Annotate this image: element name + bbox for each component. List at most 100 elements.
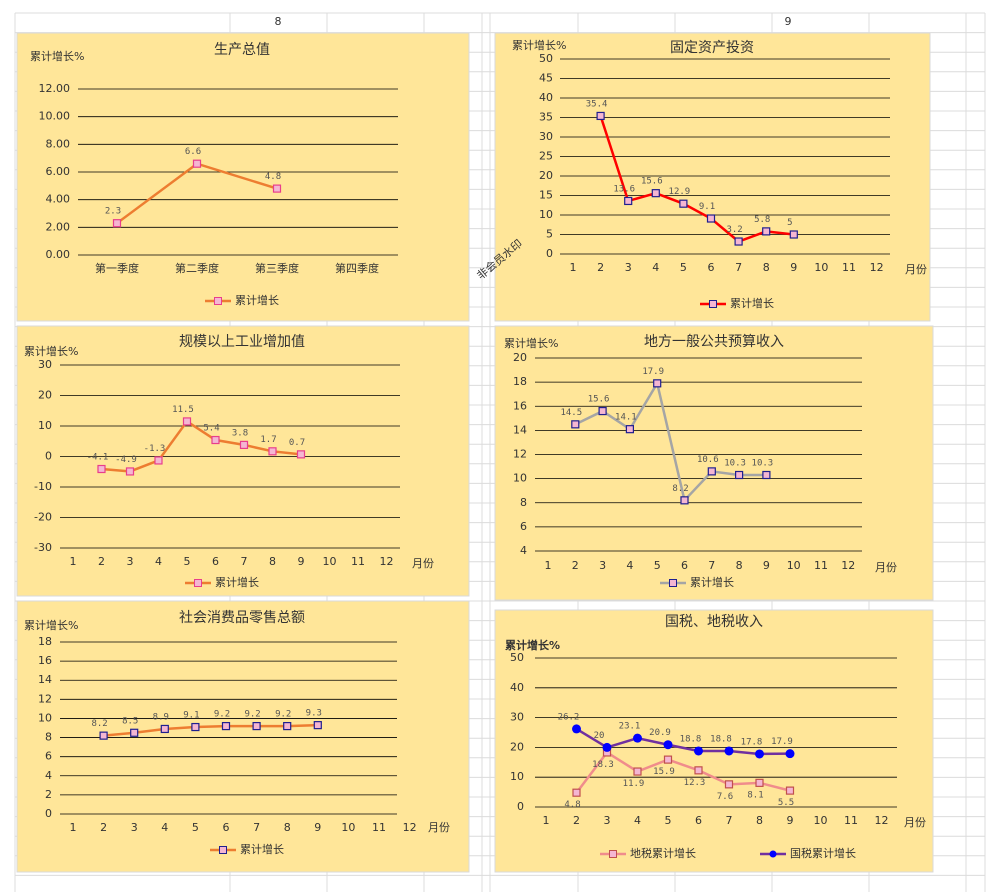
data-label: 17.8: [741, 737, 763, 747]
data-point: [112, 219, 122, 228]
data-label: 18.8: [680, 734, 702, 744]
x-tick-label: 3: [127, 555, 134, 568]
chart-area: [494, 32, 931, 322]
data-point: [706, 214, 716, 223]
chart-title: 地方一般公共预算收入: [644, 334, 784, 350]
x-tick-label: 12: [380, 555, 394, 568]
y-tick-label: 12.00: [39, 82, 71, 95]
x-tick-label: 第二季度: [175, 261, 219, 275]
x-axis-label: 月份: [904, 816, 926, 829]
y-tick-label: 14: [38, 673, 52, 686]
data-label: -4.9: [115, 455, 137, 465]
y-tick-label: 18: [513, 375, 527, 388]
data-label: 10.3: [752, 459, 774, 469]
data-label: 9.3: [306, 709, 322, 719]
data-label: 12.3: [684, 778, 706, 788]
legend-marker: [709, 300, 717, 308]
chart-title: 规模以上工业增加值: [179, 334, 305, 350]
x-tick-label: 3: [625, 261, 632, 274]
chart-title: 生产总值: [214, 42, 270, 58]
x-tick-label: 第四季度: [335, 261, 379, 275]
x-axis-label: 月份: [875, 561, 897, 574]
x-tick-label: 2: [100, 821, 107, 834]
data-label: 26.2: [558, 712, 580, 722]
x-tick-label: 12: [875, 814, 889, 827]
data-point: [571, 420, 580, 429]
y-tick-label: 6.00: [46, 165, 71, 178]
x-tick-label: 3: [599, 559, 606, 572]
y-tick-label: 5: [546, 228, 553, 241]
x-tick-label: 7: [253, 821, 260, 834]
data-point: [192, 159, 202, 168]
y-tick-label: 2: [45, 788, 52, 801]
data-point: [154, 456, 163, 465]
x-axis-label: 月份: [412, 557, 434, 570]
data-label: 6.6: [185, 147, 201, 157]
data-point: [633, 733, 642, 743]
y-tick-label: 16: [38, 654, 52, 667]
legend-label: 累计增长: [730, 296, 774, 310]
data-label: 23.1: [619, 722, 641, 732]
legend-marker: [214, 297, 222, 305]
y-tick-label: -30: [34, 541, 52, 554]
data-point: [785, 749, 795, 759]
x-tick-label: 5: [654, 559, 661, 572]
x-tick-label: 5: [680, 261, 687, 274]
y-axis-label: 累计增长%: [24, 344, 78, 358]
y-tick-label: 15: [539, 189, 553, 202]
x-tick-label: 11: [844, 814, 858, 827]
x-tick-label: 7: [241, 555, 248, 568]
data-label: 12.9: [669, 187, 691, 197]
x-tick-label: 9: [314, 821, 321, 834]
x-tick-label: 12: [403, 821, 417, 834]
y-tick-label: 2.00: [46, 220, 71, 233]
data-label: 11.9: [623, 779, 645, 789]
y-tick-label: 50: [510, 651, 524, 664]
y-tick-label: 30: [539, 130, 553, 143]
x-tick-label: 9: [787, 814, 794, 827]
legend-label: 累计增长: [235, 293, 279, 307]
x-tick-label: 10: [323, 555, 337, 568]
data-label: 4.8: [564, 800, 580, 810]
data-label: 8.2: [672, 484, 688, 494]
data-point: [182, 417, 192, 426]
legend-label: 累计增长: [240, 842, 284, 856]
data-point: [572, 724, 581, 734]
y-tick-label: 6: [520, 520, 527, 533]
data-point: [679, 199, 688, 208]
x-tick-label: 11: [372, 821, 386, 834]
data-point: [625, 425, 635, 434]
data-point: [785, 786, 795, 795]
y-tick-label: 10: [513, 472, 527, 485]
y-tick-label: 10.00: [39, 110, 71, 123]
x-tick-label: 4: [155, 555, 162, 568]
x-tick-label: 10: [814, 261, 828, 274]
x-tick-label: 8: [763, 261, 770, 274]
data-point: [268, 447, 277, 456]
data-point: [272, 184, 282, 193]
y-tick-label: 40: [510, 681, 524, 694]
data-label: 35.4: [586, 99, 608, 109]
x-tick-label: 3: [604, 814, 611, 827]
data-label: 9.2: [275, 710, 291, 720]
data-label: 5.8: [754, 215, 770, 225]
x-tick-label: 8: [736, 559, 743, 572]
data-label: 7.6: [717, 792, 733, 802]
data-label: 18.3: [592, 760, 614, 770]
x-tick-label: 第一季度: [95, 261, 139, 275]
data-point: [653, 379, 662, 388]
data-point: [707, 467, 716, 476]
y-axis-label: 累计增长%: [505, 638, 560, 652]
x-tick-label: 4: [652, 261, 659, 274]
y-tick-label: 20: [513, 351, 527, 364]
y-tick-label: 30: [38, 358, 52, 371]
y-tick-label: 18: [38, 635, 52, 648]
data-label: 8.1: [747, 790, 763, 800]
x-tick-label: 2: [572, 559, 579, 572]
data-point: [239, 440, 249, 450]
data-point: [651, 189, 660, 198]
x-tick-label: 5: [192, 821, 199, 834]
data-point: [211, 435, 220, 445]
data-label: 8.9: [153, 712, 169, 722]
x-tick-label: 2: [573, 814, 580, 827]
